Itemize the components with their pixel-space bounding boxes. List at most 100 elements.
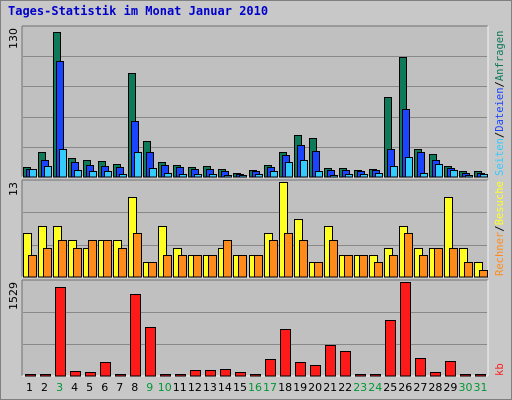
bar-rechner-day-26 (404, 233, 413, 278)
bar-kb-day-19 (295, 362, 306, 377)
bar-rechner-day-25 (389, 255, 398, 278)
bar-kb-day-29 (445, 361, 456, 377)
bar-rechner-day-27 (419, 255, 428, 278)
bar-kb-day-22 (340, 351, 351, 377)
bar-kb-day-26 (400, 282, 411, 377)
bar-kb-day-5 (85, 372, 96, 377)
bar-seiten-day-23 (360, 174, 368, 178)
y-max-label-middle: 13 (7, 182, 20, 196)
bar-rechner-day-28 (434, 248, 443, 278)
bar-kb-day-16 (250, 374, 261, 377)
bar-rechner-day-6 (103, 240, 112, 278)
x-tick-label-day-29: 29 (443, 381, 457, 394)
bar-seiten-day-3 (59, 149, 67, 178)
bar-kb-day-17 (265, 359, 276, 377)
y-max-label-bottom: 1529 (7, 282, 20, 310)
x-tick-label-day-24: 24 (368, 381, 382, 394)
bar-seiten-day-28 (435, 164, 443, 178)
bar-rechner-day-8 (133, 233, 142, 278)
bar-rechner-day-1 (28, 255, 37, 278)
bar-rechner-day-18 (284, 233, 293, 278)
bar-seiten-day-4 (74, 170, 82, 178)
x-tick-label-day-9: 9 (146, 381, 153, 394)
bar-rechner-day-11 (178, 255, 187, 278)
legend-middle-panel: Rechner/Besuche (494, 181, 506, 276)
bar-seiten-day-29 (450, 170, 458, 178)
y-max-label-top: 130 (7, 28, 20, 49)
bar-kb-day-14 (220, 369, 231, 377)
bar-kb-day-9 (145, 327, 156, 377)
x-tick-label-day-5: 5 (86, 381, 93, 394)
legend-seiten: Seiten (494, 138, 506, 176)
bar-kb-day-21 (325, 345, 336, 377)
legend-separator: / (494, 132, 506, 138)
bar-rechner-day-7 (118, 248, 127, 278)
bar-rechner-day-15 (238, 255, 247, 278)
bar-kb-day-20 (310, 365, 321, 377)
bar-rechner-day-30 (464, 262, 473, 278)
bar-seiten-day-24 (375, 173, 383, 178)
chart-title: Tages-Statistik im Monat Januar 2010 (8, 4, 269, 18)
bar-seiten-day-30 (465, 175, 473, 178)
bar-seiten-day-11 (179, 174, 187, 178)
x-tick-label-day-3: 3 (56, 381, 63, 394)
legend-kb: kb (494, 363, 506, 376)
x-tick-label-day-20: 20 (308, 381, 322, 394)
x-tick-label-day-22: 22 (338, 381, 352, 394)
bar-rechner-day-31 (479, 270, 488, 278)
x-tick-label-day-10: 10 (158, 381, 172, 394)
bar-seiten-day-8 (134, 152, 142, 178)
bar-seiten-day-10 (164, 173, 172, 178)
bar-kb-day-12 (190, 370, 201, 377)
x-tick-label-day-6: 6 (101, 381, 108, 394)
x-tick-label-day-15: 15 (233, 381, 247, 394)
bar-seiten-day-1 (29, 169, 37, 178)
legend-dateien: Dateien (494, 87, 506, 131)
x-tick-label-day-21: 21 (323, 381, 337, 394)
bar-besuche-day-10 (158, 226, 167, 278)
bar-rechner-day-16 (254, 255, 263, 278)
bar-rechner-day-5 (88, 240, 97, 278)
x-tick-label-day-16: 16 (248, 381, 262, 394)
bar-kb-day-6 (100, 362, 111, 377)
bar-seiten-day-21 (330, 175, 338, 178)
bar-seiten-day-20 (315, 171, 323, 178)
legend-separator: / (494, 225, 506, 231)
bar-seiten-day-25 (390, 166, 398, 178)
bar-kb-day-25 (385, 320, 396, 377)
bar-kb-day-3 (55, 287, 66, 377)
bar-kb-day-30 (460, 374, 471, 377)
bar-rechner-day-21 (329, 240, 338, 278)
bar-seiten-day-22 (345, 174, 353, 178)
legend-rechner: Rechner (494, 232, 506, 276)
x-tick-label-day-26: 26 (398, 381, 412, 394)
bar-kb-day-4 (70, 371, 81, 377)
bar-seiten-day-18 (285, 162, 293, 178)
x-tick-label-day-31: 31 (474, 381, 488, 394)
bar-kb-day-27 (415, 358, 426, 377)
x-tick-label-day-25: 25 (383, 381, 397, 394)
bar-rechner-day-3 (58, 240, 67, 278)
bar-kb-day-11 (175, 374, 186, 377)
legend-top-panel: Seiten/Dateien/Anfragen (494, 31, 506, 176)
x-tick-label-day-1: 1 (26, 381, 33, 394)
bar-seiten-day-13 (209, 174, 217, 178)
bar-rechner-day-10 (163, 255, 172, 278)
bar-rechner-day-13 (208, 255, 217, 278)
bar-seiten-day-31 (480, 174, 488, 178)
legend-bottom-panel: kb (494, 363, 506, 376)
bar-rechner-day-22 (344, 255, 353, 278)
bar-rechner-day-20 (314, 262, 323, 278)
x-tick-label-day-27: 27 (413, 381, 427, 394)
x-tick-label-day-2: 2 (41, 381, 48, 394)
bar-rechner-day-19 (299, 240, 308, 278)
bar-kb-day-23 (355, 374, 366, 377)
x-tick-label-day-19: 19 (293, 381, 307, 394)
bar-seiten-day-16 (255, 174, 263, 178)
bar-rechner-day-23 (359, 255, 368, 278)
x-tick-label-day-8: 8 (131, 381, 138, 394)
bar-kb-day-1 (25, 374, 36, 377)
bar-kb-day-15 (235, 372, 246, 377)
bar-kb-day-7 (115, 374, 126, 377)
